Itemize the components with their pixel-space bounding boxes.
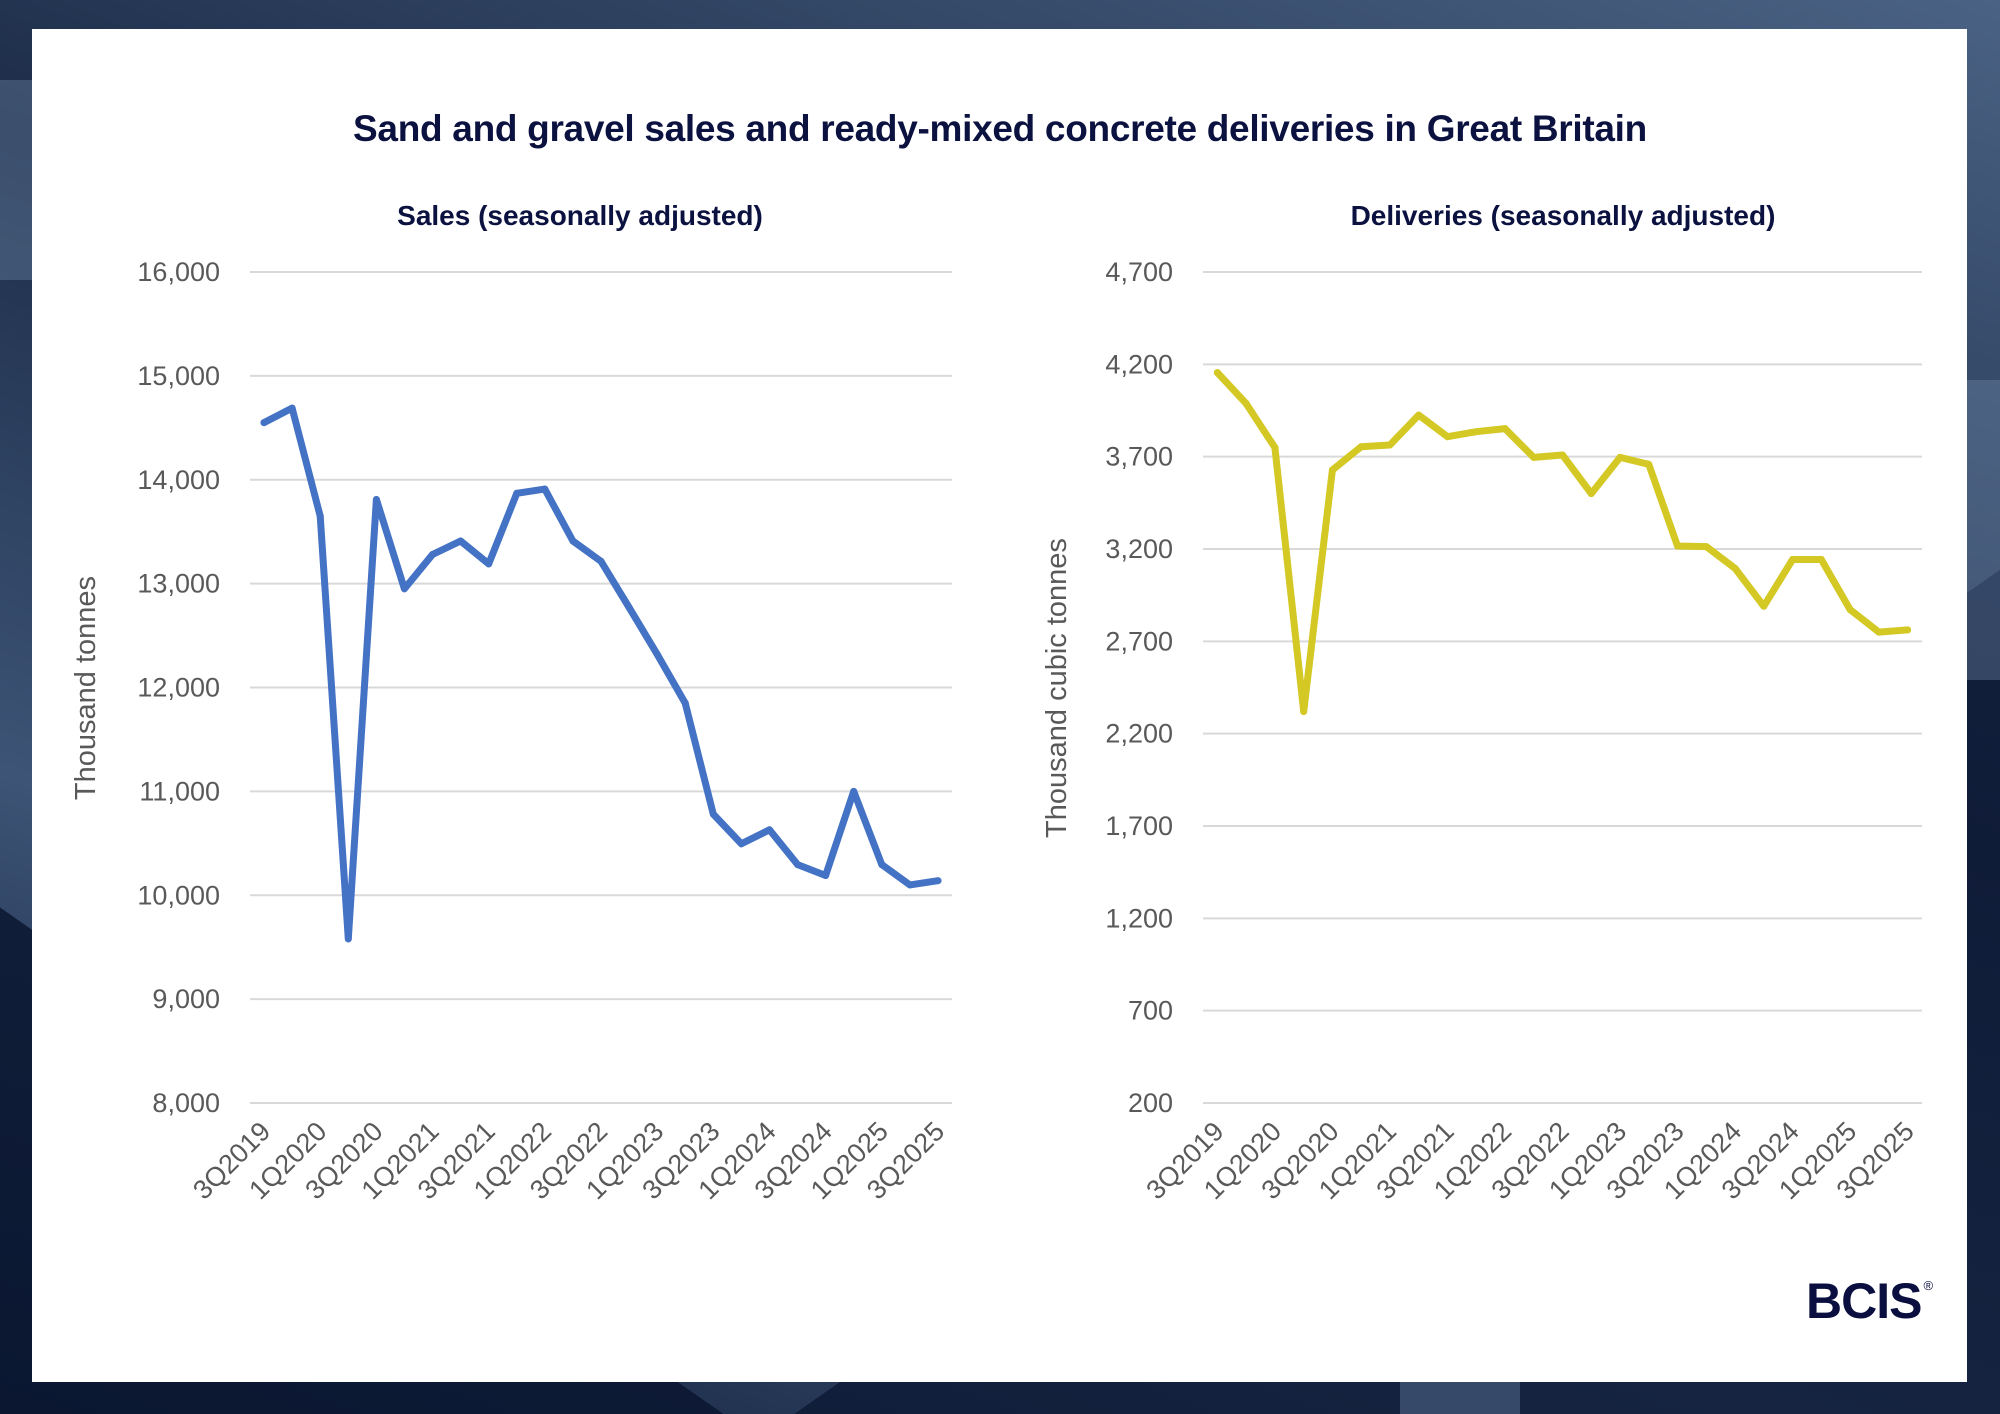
deliveries-data-point — [1357, 443, 1365, 451]
deliveries-data-point — [1760, 602, 1768, 610]
sales-data-point — [822, 872, 830, 880]
sales-data-point — [625, 604, 633, 612]
deliveries-data-point — [1386, 441, 1394, 449]
y-tick-label: 15,000 — [137, 361, 220, 391]
y-tick-label: 12,000 — [137, 673, 220, 703]
y-tick-label: 200 — [1128, 1088, 1173, 1118]
y-tick-label: 4,200 — [1105, 349, 1173, 379]
deliveries-data-point — [1328, 466, 1336, 474]
sales-data-point — [344, 935, 352, 943]
deliveries-data-point — [1213, 369, 1221, 377]
sales-data-point — [737, 840, 745, 848]
background-facet — [1400, 1382, 1520, 1414]
y-tick-label: 3,700 — [1105, 442, 1173, 472]
deliveries-data-point — [1875, 628, 1883, 636]
sales-data-point — [429, 551, 437, 559]
sales-data-point — [653, 650, 661, 658]
sales-data-point — [850, 787, 858, 795]
y-tick-label: 4,700 — [1105, 257, 1173, 287]
sales-data-point — [288, 404, 296, 412]
chart-card — [32, 29, 1967, 1382]
sales-data-point — [681, 699, 689, 707]
sales-data-point — [541, 485, 549, 493]
main-title: Sand and gravel sales and ready-mixed co… — [353, 108, 1647, 149]
deliveries-data-point — [1817, 556, 1825, 564]
y-tick-label: 16,000 — [137, 257, 220, 287]
y-tick-label: 700 — [1128, 996, 1173, 1026]
y-tick-label: 2,700 — [1105, 626, 1173, 656]
deliveries-data-point — [1530, 453, 1538, 461]
background-facet — [1967, 380, 2000, 680]
deliveries-data-point — [1846, 606, 1854, 614]
deliveries-chart-title: Deliveries (seasonally adjusted) — [1350, 200, 1776, 231]
sales-chart-title: Sales (seasonally adjusted) — [397, 200, 763, 231]
deliveries-series-line — [1213, 369, 1912, 715]
deliveries-data-point — [1443, 433, 1451, 441]
sales-chart: 8,000 9,000 10,000 11,000 12,000 13,000 14,000… — [70, 257, 952, 1205]
y-tick-label: 9,000 — [152, 984, 220, 1014]
y-axis-title: Thousand tonnes — [70, 576, 102, 800]
sales-data-point — [878, 861, 886, 869]
sales-data-point — [765, 826, 773, 834]
sales-data-point — [794, 861, 802, 869]
sales-data-point — [260, 419, 268, 427]
deliveries-data-point — [1674, 542, 1682, 550]
deliveries-data-point — [1731, 564, 1739, 572]
deliveries-data-point — [1616, 453, 1624, 461]
y-tick-label: 3,200 — [1105, 534, 1173, 564]
sales-data-point — [400, 585, 408, 593]
deliveries-data-point — [1904, 626, 1912, 634]
deliveries-data-point — [1242, 399, 1250, 407]
logo-text: BCIS — [1806, 1273, 1922, 1329]
deliveries-data-point — [1702, 543, 1710, 551]
deliveries-data-point — [1300, 708, 1308, 716]
deliveries-data-point — [1587, 490, 1595, 498]
sales-data-point — [513, 489, 521, 497]
sales-data-point — [569, 537, 577, 545]
y-tick-label: 11,000 — [139, 776, 220, 806]
registered-mark: ® — [1923, 1278, 1933, 1293]
deliveries-data-point — [1415, 411, 1423, 419]
sales-data-point — [457, 537, 465, 545]
deliveries-data-point — [1789, 556, 1797, 564]
deliveries-data-point — [1645, 460, 1653, 468]
y-tick-label: 1,200 — [1105, 903, 1173, 933]
sales-data-point — [709, 810, 717, 818]
sales-data-point — [485, 560, 493, 568]
y-tick-label: 14,000 — [137, 465, 220, 495]
sales-series-line — [260, 404, 942, 943]
sales-data-point — [597, 557, 605, 565]
y-tick-label: 13,000 — [137, 569, 220, 599]
sales-data-point — [906, 881, 914, 889]
y-tick-label: 8,000 — [152, 1088, 220, 1118]
deliveries-chart: 200 700 1,200 1,700 2,200 2,700 3,200 3,700 4,20… — [1041, 257, 1922, 1205]
y-axis-title: Thousand cubic tonnes — [1041, 538, 1073, 838]
deliveries-data-point — [1472, 428, 1480, 436]
deliveries-data-point — [1559, 451, 1566, 459]
sales-data-point — [316, 512, 324, 520]
background-facet — [0, 80, 32, 280]
bcis-logo: BCIS ® — [1806, 1272, 1933, 1330]
y-tick-label: 2,200 — [1105, 719, 1173, 749]
deliveries-data-point — [1501, 425, 1509, 433]
deliveries-data-point — [1271, 444, 1279, 452]
y-tick-label: 1,700 — [1105, 811, 1173, 841]
sales-data-point — [934, 877, 942, 885]
y-tick-label: 10,000 — [137, 880, 220, 910]
sales-data-point — [372, 495, 380, 503]
